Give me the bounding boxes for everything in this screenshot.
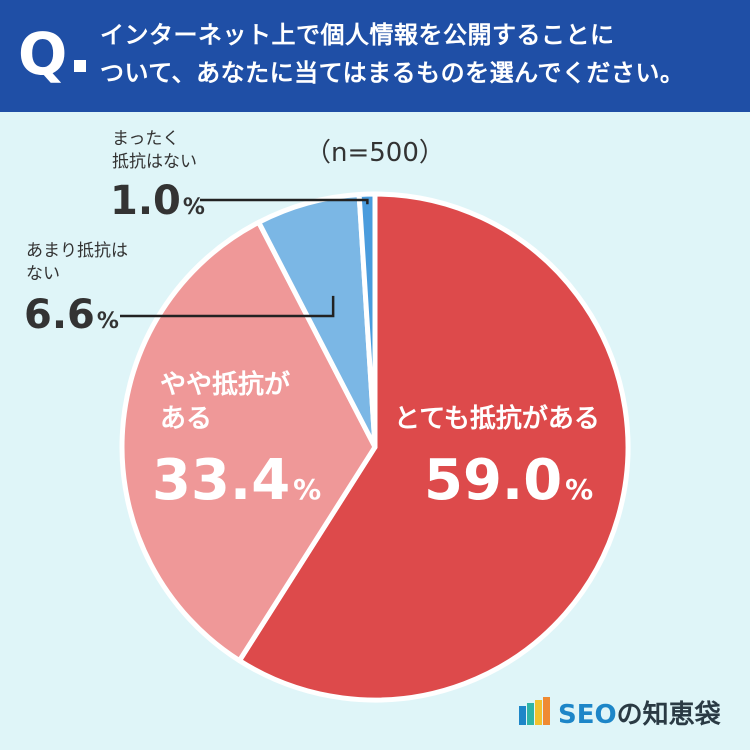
slice-3-value: 6.6	[24, 292, 95, 338]
slice-2-unit: %	[293, 473, 322, 506]
slice-3-label-line-1: あまり抵抗は	[26, 241, 128, 261]
pie-slice-1	[236, 191, 631, 703]
slice-2-label-line-1: やや抵抗が	[160, 370, 291, 400]
slice-2-value: 33.4	[152, 448, 291, 513]
slice-1-label: とても抵抗がある	[394, 402, 600, 436]
slice-3-label: あまり抵抗は ない	[26, 240, 128, 286]
slice-4-percent: 1.0%	[110, 178, 205, 224]
brand-logo-text-prefix: SEO	[558, 699, 617, 730]
brand-logo-text-suffix: の知恵袋	[616, 699, 721, 730]
sample-size-label: （n=500）	[305, 138, 445, 168]
logo-bar-4	[543, 697, 550, 725]
slice-1-unit: %	[565, 473, 594, 506]
leader-line-slice-3	[120, 295, 335, 318]
slice-3-label-line-2: ない	[26, 264, 60, 284]
pie-slice-2	[119, 219, 378, 664]
slice-4-label-line-2: 抵抗はない	[112, 152, 197, 172]
slice-3-unit: %	[96, 309, 119, 334]
slice-1-percent: 59.0%	[424, 448, 593, 513]
slice-4-label: まったく 抵抗はない	[112, 128, 197, 174]
question-header: Q インターネット上で個人情報を公開することに ついて、あなたに当てはまるものを…	[0, 0, 750, 112]
question-mark-dot	[74, 60, 86, 72]
question-text-line-1: インターネット上で個人情報を公開することに	[100, 21, 615, 49]
logo-bar-1	[519, 706, 526, 725]
leader-line-slice-4	[200, 198, 369, 205]
slice-4-value: 1.0	[110, 178, 181, 224]
question-text-line-2: ついて、あなたに当てはまるものを選んでください。	[100, 59, 685, 87]
slice-2-label-line-2: ある	[160, 404, 213, 434]
brand-logo-icon	[519, 697, 550, 725]
logo-bar-3	[535, 700, 542, 725]
slice-1-value: 59.0	[424, 448, 563, 513]
slice-2-percent: 33.4%	[152, 448, 321, 513]
slice-4-label-line-1: まったく	[112, 129, 180, 149]
slice-2-label: やや抵抗が ある	[160, 368, 290, 436]
slice-3-percent: 6.6%	[24, 292, 119, 338]
logo-bar-2	[527, 703, 534, 725]
pie-slice-4	[356, 191, 378, 450]
brand-logo: SEOの知恵袋	[518, 694, 721, 730]
question-mark: Q	[18, 20, 68, 88]
brand-logo-text: SEOの知恵袋	[558, 694, 721, 731]
slice-1-label-text: とても抵抗がある	[394, 404, 600, 434]
slice-4-unit: %	[182, 195, 205, 220]
